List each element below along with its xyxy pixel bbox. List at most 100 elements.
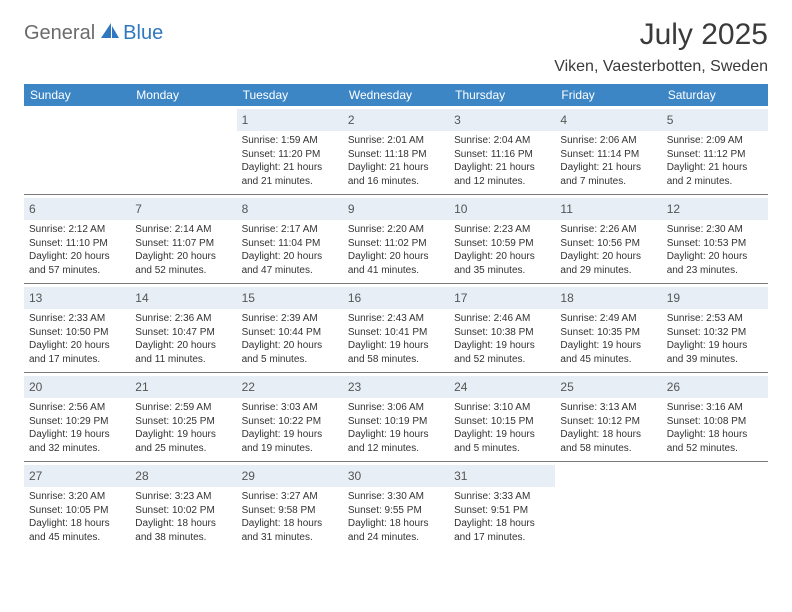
day-cell: 23Sunrise: 3:06 AMSunset: 10:19 PMDaylig… xyxy=(343,373,449,461)
day-info-line: Sunrise: 3:03 AM xyxy=(242,401,338,415)
day-info-line: Sunset: 10:41 PM xyxy=(348,326,444,340)
day-info-line: Sunrise: 2:14 AM xyxy=(135,223,231,237)
day-cell: 12Sunrise: 2:30 AMSunset: 10:53 PMDaylig… xyxy=(662,195,768,283)
week-row: 6Sunrise: 2:12 AMSunset: 11:10 PMDayligh… xyxy=(24,194,768,283)
day-number: 1 xyxy=(242,113,249,127)
day-info-line: Sunrise: 3:10 AM xyxy=(454,401,550,415)
day-info-line: Sunrise: 2:30 AM xyxy=(667,223,763,237)
day-info-line: Daylight: 19 hours xyxy=(348,339,444,353)
week-row: 13 Sunrise: 2:33 AMSunset: 10:50 PM Daylig… xyxy=(24,283,768,372)
daynum-row: 25 xyxy=(555,376,661,398)
day-cell: 21Sunrise: 2:59 AMSunset: 10:25 PMDaylig… xyxy=(130,373,236,461)
daynum-row: 19 xyxy=(662,287,768,309)
day-number: 5 xyxy=(667,113,674,127)
day-info-line: Sunset: 10:44 PM xyxy=(242,326,338,340)
day-info-line: and 31 minutes. xyxy=(242,531,338,545)
location: Viken, Vaesterbotten, Sweden xyxy=(554,58,768,76)
day-info-line: Sunset: 9:55 PM xyxy=(348,504,444,518)
day-cell: 4Sunrise: 2:06 AMSunset: 11:14 PMDayligh… xyxy=(555,106,661,194)
day-info-line: Sunset: 10:08 PM xyxy=(667,415,763,429)
daynum-row: 13 xyxy=(24,287,130,309)
daynum-row: 9 xyxy=(343,198,449,220)
day-number: 13 xyxy=(29,291,42,305)
day-cell: 20Sunrise: 2:56 AMSunset: 10:29 PMDaylig… xyxy=(24,373,130,461)
day-number: 21 xyxy=(135,380,148,394)
daynum-row: 21 xyxy=(130,376,236,398)
week-row: 27Sunrise: 3:20 AMSunset: 10:05 PMDaylig… xyxy=(24,461,768,550)
day-info-line: Sunrise: 3:13 AM xyxy=(560,401,656,415)
day-info-line: Daylight: 19 hours xyxy=(454,428,550,442)
day-number: 27 xyxy=(29,469,42,483)
daynum-row: 20 xyxy=(24,376,130,398)
daynum-row: 30 xyxy=(343,465,449,487)
day-number: 9 xyxy=(348,202,355,216)
day-number: 16 xyxy=(348,291,361,305)
weekday-header: Sunday xyxy=(24,84,130,106)
day-info-line: and 23 minutes. xyxy=(667,264,763,278)
daynum-row: 16 xyxy=(343,287,449,309)
day-cell: 17Sunrise: 2:46 AMSunset: 10:38 PMDaylig… xyxy=(449,284,555,372)
daynum-row: 1 xyxy=(237,109,343,131)
day-info-line: Daylight: 20 hours xyxy=(29,250,125,264)
day-info-line: and 5 minutes. xyxy=(454,442,550,456)
day-info-line: and 52 minutes. xyxy=(454,353,550,367)
day-info-line: Sunrise: 2:59 AM xyxy=(135,401,231,415)
day-info-line: and 45 minutes. xyxy=(560,353,656,367)
daynum-row: 10 xyxy=(449,198,555,220)
day-info-line: and 45 minutes. xyxy=(29,531,125,545)
day-cell: 16Sunrise: 2:43 AMSunset: 10:41 PMDaylig… xyxy=(343,284,449,372)
day-info-line: Sunset: 11:10 PM xyxy=(29,237,125,251)
day-info-line: Sunrise: 2:53 AM xyxy=(667,312,763,326)
day-info-line: Sunset: 9:51 PM xyxy=(454,504,550,518)
day-info-line: Sunset: 10:56 PM xyxy=(560,237,656,251)
day-info-line: Sunset: 10:50 PM xyxy=(29,326,125,340)
day-number: 10 xyxy=(454,202,467,216)
day-cell: 10Sunrise: 2:23 AMSunset: 10:59 PMDaylig… xyxy=(449,195,555,283)
daynum-row: 12 xyxy=(662,198,768,220)
day-info-line: Daylight: 18 hours xyxy=(135,517,231,531)
week-row: 20Sunrise: 2:56 AMSunset: 10:29 PMDaylig… xyxy=(24,372,768,461)
day-info-line: Sunrise: 2:39 AM xyxy=(242,312,338,326)
day-info-line: and 39 minutes. xyxy=(667,353,763,367)
weekday-header: Tuesday xyxy=(237,84,343,106)
day-info-line: Sunset: 11:14 PM xyxy=(560,148,656,162)
weekday-header: Saturday xyxy=(662,84,768,106)
day-info-line: and 12 minutes. xyxy=(348,442,444,456)
day-cell: 13Sunrise: 2:33 AMSunset: 10:50 PMDaylig… xyxy=(24,284,130,372)
day-info-line: Sunset: 10:29 PM xyxy=(29,415,125,429)
daynum-row: 28 xyxy=(130,465,236,487)
day-info-line: Sunrise: 3:20 AM xyxy=(29,490,125,504)
logo: General Blue xyxy=(24,18,163,45)
day-info-line: and 52 minutes. xyxy=(135,264,231,278)
day-info-line: Daylight: 18 hours xyxy=(242,517,338,531)
day-info-line: Sunrise: 2:12 AM xyxy=(29,223,125,237)
day-info-line: Daylight: 20 hours xyxy=(135,250,231,264)
day-cell: 25Sunrise: 3:13 AMSunset: 10:12 PMDaylig… xyxy=(555,373,661,461)
day-info-line: Daylight: 19 hours xyxy=(348,428,444,442)
day-info-line: Sunset: 10:25 PM xyxy=(135,415,231,429)
day-info-line: Daylight: 18 hours xyxy=(348,517,444,531)
title-block: July 2025 Viken, Vaesterbotten, Sweden xyxy=(554,18,768,76)
day-info-line: Daylight: 21 hours xyxy=(667,161,763,175)
day-number: 20 xyxy=(29,380,42,394)
day-info-line: Sunrise: 2:06 AM xyxy=(560,134,656,148)
daynum-row: 6 xyxy=(24,198,130,220)
day-info-line: Daylight: 21 hours xyxy=(560,161,656,175)
daynum-row: 23 xyxy=(343,376,449,398)
day-info-line: Sunrise: 3:33 AM xyxy=(454,490,550,504)
day-info-line: and 35 minutes. xyxy=(454,264,550,278)
day-info-line: Sunrise: 2:20 AM xyxy=(348,223,444,237)
day-info-line: Sunrise: 2:33 AM xyxy=(29,312,125,326)
daynum-row: 18 xyxy=(555,287,661,309)
daynum-row: 22 xyxy=(237,376,343,398)
day-number: 25 xyxy=(560,380,573,394)
day-number: 22 xyxy=(242,380,255,394)
day-cell: 22Sunrise: 3:03 AMSunset: 10:22 PMDaylig… xyxy=(237,373,343,461)
day-cell: 24Sunrise: 3:10 AMSunset: 10:15 PMDaylig… xyxy=(449,373,555,461)
day-info-line: Sunrise: 2:46 AM xyxy=(454,312,550,326)
day-info-line: Sunset: 11:12 PM xyxy=(667,148,763,162)
day-info-line: Sunrise: 2:04 AM xyxy=(454,134,550,148)
day-number: 30 xyxy=(348,469,361,483)
day-info-line: Sunset: 10:19 PM xyxy=(348,415,444,429)
sail-icon xyxy=(100,22,120,45)
